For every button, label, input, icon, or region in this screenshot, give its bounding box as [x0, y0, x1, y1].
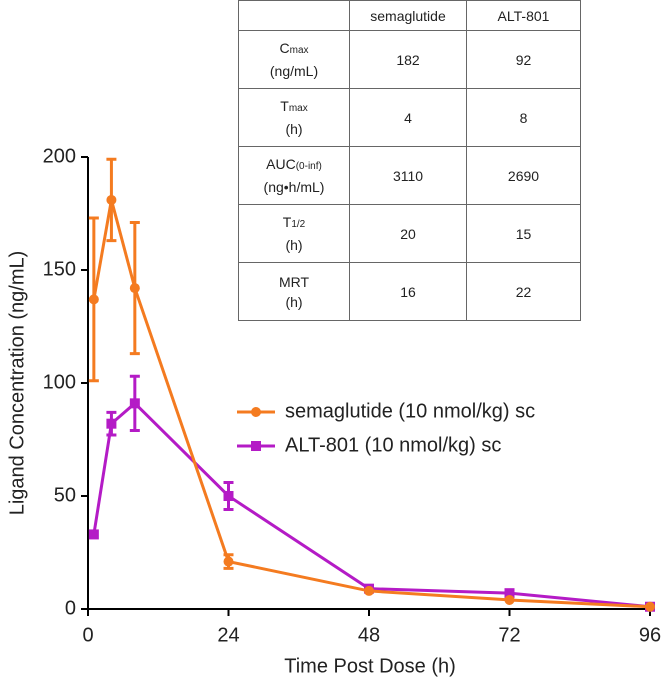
param-subscript: max — [288, 103, 308, 114]
y-tick-label: 150 — [43, 258, 76, 280]
param-unit: (h) — [285, 121, 303, 137]
x-axis-label: Time Post Dose (h) — [284, 655, 456, 677]
pk-table: semaglutide ALT-801 Cmax (ng/mL) 182 92 Tmax (h… — [238, 0, 581, 321]
param-symbol: T — [282, 214, 292, 230]
marker — [223, 556, 234, 567]
table-cell: 92 — [466, 30, 581, 89]
legend-label: ALT-801 (10 nmol/kg) sc — [285, 434, 501, 456]
header-cell: semaglutide — [349, 0, 467, 31]
param-symbol: AUC — [266, 156, 296, 172]
param-name: AUC(0-inf) — [239, 154, 349, 177]
marker — [251, 441, 261, 451]
param-name: Cmax — [239, 38, 349, 61]
row-label: Tmax (h) — [238, 88, 350, 147]
marker — [129, 283, 140, 294]
param-name: T1/2 — [239, 212, 349, 235]
x-tick-label: 24 — [217, 624, 239, 646]
y-tick-label: 100 — [43, 371, 76, 393]
marker — [223, 491, 234, 501]
y-tick-label: 50 — [54, 484, 76, 506]
table-cell: 20 — [349, 204, 467, 263]
marker — [88, 529, 99, 540]
legend-label: semaglutide (10 nmol/kg) sc — [285, 400, 535, 422]
table-cell: 182 — [349, 30, 467, 89]
param-unit: (h) — [285, 293, 303, 310]
y-tick-label: 200 — [43, 145, 76, 167]
param-symbol: C — [279, 40, 290, 56]
table-cell: 3110 — [349, 146, 467, 205]
row-label: MRT (h) — [238, 262, 350, 321]
row-label: T1/2 (h) — [238, 204, 350, 263]
param-name: MRT — [239, 272, 349, 292]
table-cell: 8 — [466, 88, 581, 147]
param-symbol: MRT — [278, 273, 310, 290]
table-cell: 16 — [349, 262, 467, 321]
row-label: Cmax (ng/mL) — [238, 30, 350, 89]
table-cell: 22 — [466, 262, 581, 321]
x-tick-label: 96 — [639, 624, 661, 646]
x-tick-label: 72 — [498, 624, 520, 646]
y-tick-label: 0 — [65, 597, 76, 619]
header-cell — [238, 0, 350, 31]
marker — [251, 407, 261, 417]
table-cell: 4 — [349, 88, 467, 147]
marker — [129, 398, 140, 409]
x-tick-label: 48 — [358, 624, 380, 646]
table-row: Tmax (h) 4 8 — [238, 88, 581, 147]
table-cell: 15 — [466, 204, 581, 263]
marker — [88, 294, 99, 305]
param-subscript: max — [289, 45, 309, 56]
marker — [645, 601, 655, 612]
table-row: MRT (h) 16 22 — [238, 262, 581, 321]
param-symbol: T — [280, 98, 289, 114]
table-row: T1/2 (h) 20 15 — [238, 204, 581, 263]
x-tick-label: 0 — [82, 624, 93, 646]
param-unit: (ng•h/mL) — [263, 179, 325, 195]
marker — [504, 594, 515, 605]
header-cell: ALT-801 — [466, 0, 581, 31]
param-name: Tmax — [239, 96, 349, 119]
marker — [106, 418, 117, 429]
marker — [504, 588, 515, 599]
marker — [106, 194, 117, 205]
marker — [364, 585, 374, 596]
y-axis-label: Ligand Concentration (ng/mL) — [6, 251, 28, 516]
table-row: AUC(0-inf) (ng•h/mL) 3110 2690 — [238, 146, 581, 205]
param-unit: (ng/mL) — [269, 63, 319, 79]
param-subscript: 1/2 — [291, 219, 306, 230]
param-unit: (h) — [285, 237, 303, 253]
table-cell: 2690 — [466, 146, 581, 205]
header-row: semaglutide ALT-801 — [238, 0, 581, 31]
table-row: Cmax (ng/mL) 182 92 — [238, 30, 581, 89]
row-label: AUC(0-inf) (ng•h/mL) — [238, 146, 350, 205]
param-subscript: (0-inf) — [295, 161, 322, 172]
